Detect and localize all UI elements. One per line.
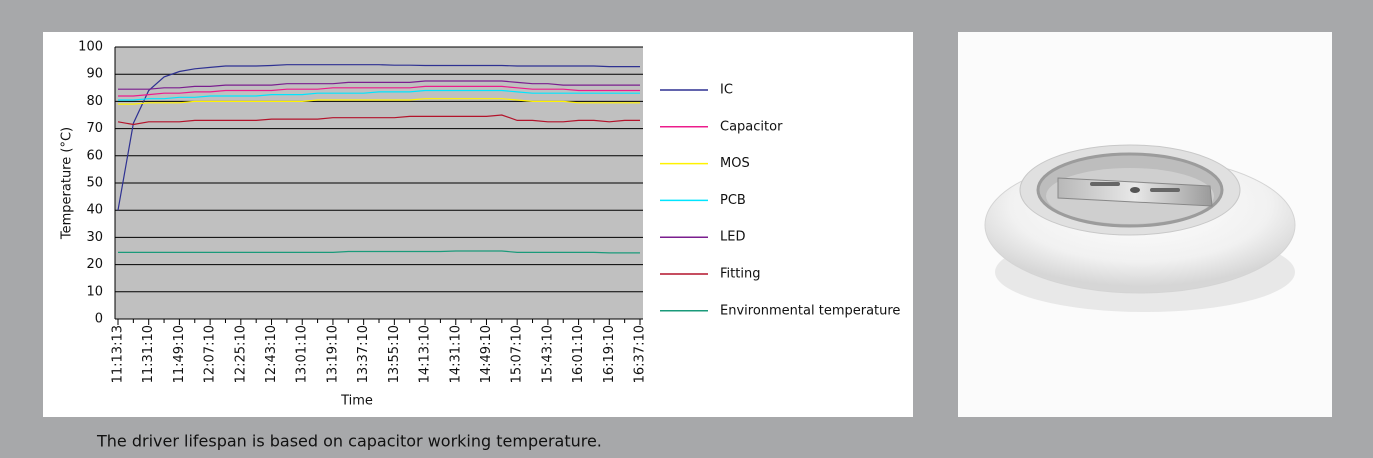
x-tick-label: 12:07:10: [203, 325, 218, 383]
x-tick-label: 11:13:13: [111, 325, 126, 383]
x-tick-label: 16:01:10: [571, 325, 586, 383]
x-tick-label: 14:13:10: [418, 325, 433, 383]
series-line: [117, 114, 640, 126]
legend-label: Environmental temperature: [720, 303, 900, 318]
y-tick-label: 20: [86, 257, 103, 272]
x-tick-label: 13:19:10: [325, 325, 340, 383]
y-tick-label: 100: [78, 40, 103, 55]
x-tick-label: 13:37:10: [356, 325, 371, 383]
x-tick-label: 16:19:10: [602, 325, 617, 383]
y-tick-label: 40: [86, 203, 103, 218]
legend-label: PCB: [720, 193, 746, 208]
legend-label: IC: [720, 83, 733, 98]
y-tick-label: 70: [86, 121, 103, 136]
x-tick-label: 16:37:10: [633, 325, 648, 383]
y-axis-label: Temperature (°C): [60, 127, 75, 240]
y-tick-label: 0: [95, 312, 103, 327]
series-line: [118, 98, 640, 105]
x-tick-label: 14:31:10: [448, 325, 463, 383]
series-line: [118, 85, 640, 97]
legend-label: Capacitor: [720, 119, 783, 134]
series-line: [118, 80, 640, 90]
x-axis-label: Time: [340, 394, 373, 409]
x-tick-label: 12:43:10: [264, 325, 279, 383]
legend-label: MOS: [720, 156, 750, 171]
series-line: [117, 64, 640, 211]
x-tick-label: 15:07:10: [510, 325, 525, 383]
x-tick-label: 12:25:10: [233, 325, 248, 383]
caption: The driver lifespan is based on capacito…: [96, 432, 602, 451]
x-tick-label: 15:43:10: [540, 325, 555, 383]
x-tick-label: 13:55:10: [387, 325, 402, 383]
y-tick-label: 50: [86, 176, 103, 191]
y-tick-label: 90: [86, 67, 103, 82]
y-tick-label: 30: [86, 230, 103, 245]
y-tick-label: 80: [86, 94, 103, 109]
y-tick-label: 10: [86, 284, 103, 299]
x-tick-label: 13:01:10: [295, 325, 310, 383]
series-line: [118, 250, 640, 254]
y-tick-label: 60: [86, 148, 103, 163]
lamp-illustration: [984, 144, 1296, 312]
series-line: [118, 89, 640, 101]
legend-label: Fitting: [720, 267, 760, 282]
x-tick-label: 11:31:10: [141, 325, 156, 383]
x-tick-label: 14:49:10: [479, 325, 494, 383]
legend-label: LED: [720, 230, 745, 245]
x-tick-label: 11:49:10: [172, 325, 187, 383]
